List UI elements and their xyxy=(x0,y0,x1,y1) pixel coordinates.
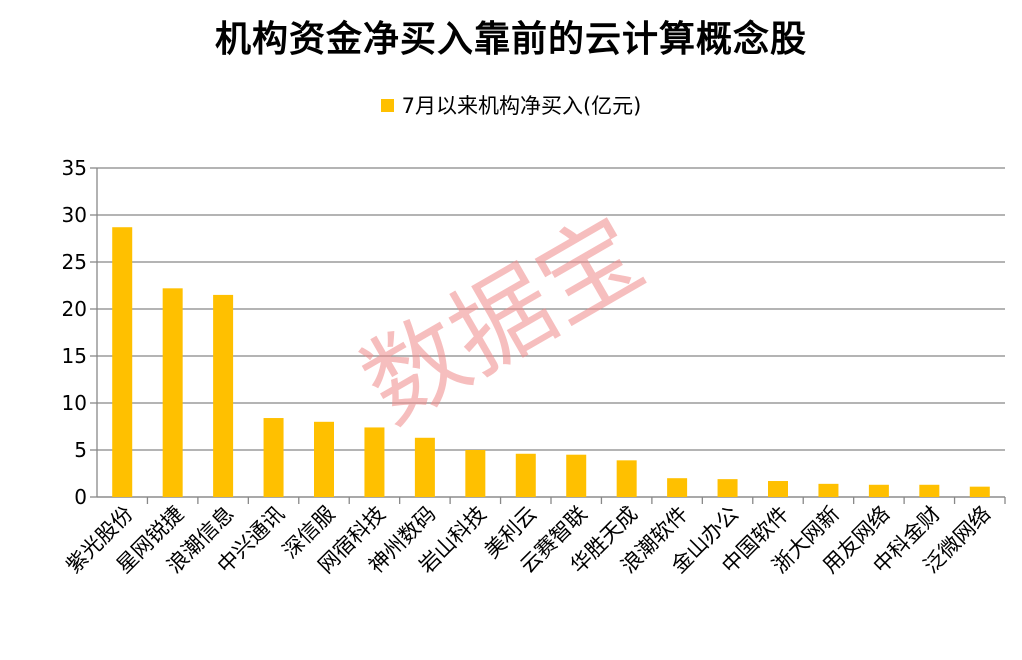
legend-label: 7月以来机构净买入(亿元) xyxy=(401,94,642,118)
bar-泛微网络 xyxy=(969,486,990,497)
bars xyxy=(112,227,990,497)
chart-title: 机构资金净买入靠前的云计算概念股 xyxy=(214,19,807,60)
y-tick-label: 35 xyxy=(62,156,87,180)
y-tick-label: 30 xyxy=(62,203,87,227)
bar-浪潮软件 xyxy=(667,478,688,497)
y-tick-label: 20 xyxy=(62,297,87,321)
bar-华胜天成 xyxy=(616,460,637,497)
bar-云赛智联 xyxy=(566,454,587,497)
bar-中兴通讯 xyxy=(263,418,284,497)
y-tick-label: 25 xyxy=(62,250,87,274)
legend-swatch xyxy=(380,98,394,112)
bar-浙大网新 xyxy=(818,483,839,497)
bar-神州数码 xyxy=(414,437,435,497)
bar-网宿科技 xyxy=(364,427,385,497)
x-axis-labels: 紫光股份星网锐捷浪潮信息中兴通讯深信服网宿科技神州数码岩山科技美利云云赛智联华胜… xyxy=(61,502,995,578)
watermark: 数据宝 xyxy=(344,194,662,445)
y-tick-label: 15 xyxy=(62,344,87,368)
y-tick-label: 5 xyxy=(74,438,87,462)
bar-中科金财 xyxy=(919,484,940,497)
bar-用友网络 xyxy=(868,484,889,497)
y-tick-label: 0 xyxy=(74,485,87,509)
gridlines xyxy=(90,167,1006,504)
bar-深信服 xyxy=(314,421,334,497)
bar-美利云 xyxy=(515,453,536,497)
bar-浪潮信息 xyxy=(213,294,234,497)
bar-岩山科技 xyxy=(465,450,486,497)
bar-紫光股份 xyxy=(112,227,133,497)
bar-金山办公 xyxy=(717,479,738,497)
bar-星网锐捷 xyxy=(162,288,183,497)
bar-中国软件 xyxy=(768,481,788,497)
y-tick-label: 10 xyxy=(62,391,87,415)
legend: 7月以来机构净买入(亿元) xyxy=(0,90,1022,120)
y-axis-ticks: 0 5 10 15 20 25 30 35 xyxy=(62,156,87,509)
